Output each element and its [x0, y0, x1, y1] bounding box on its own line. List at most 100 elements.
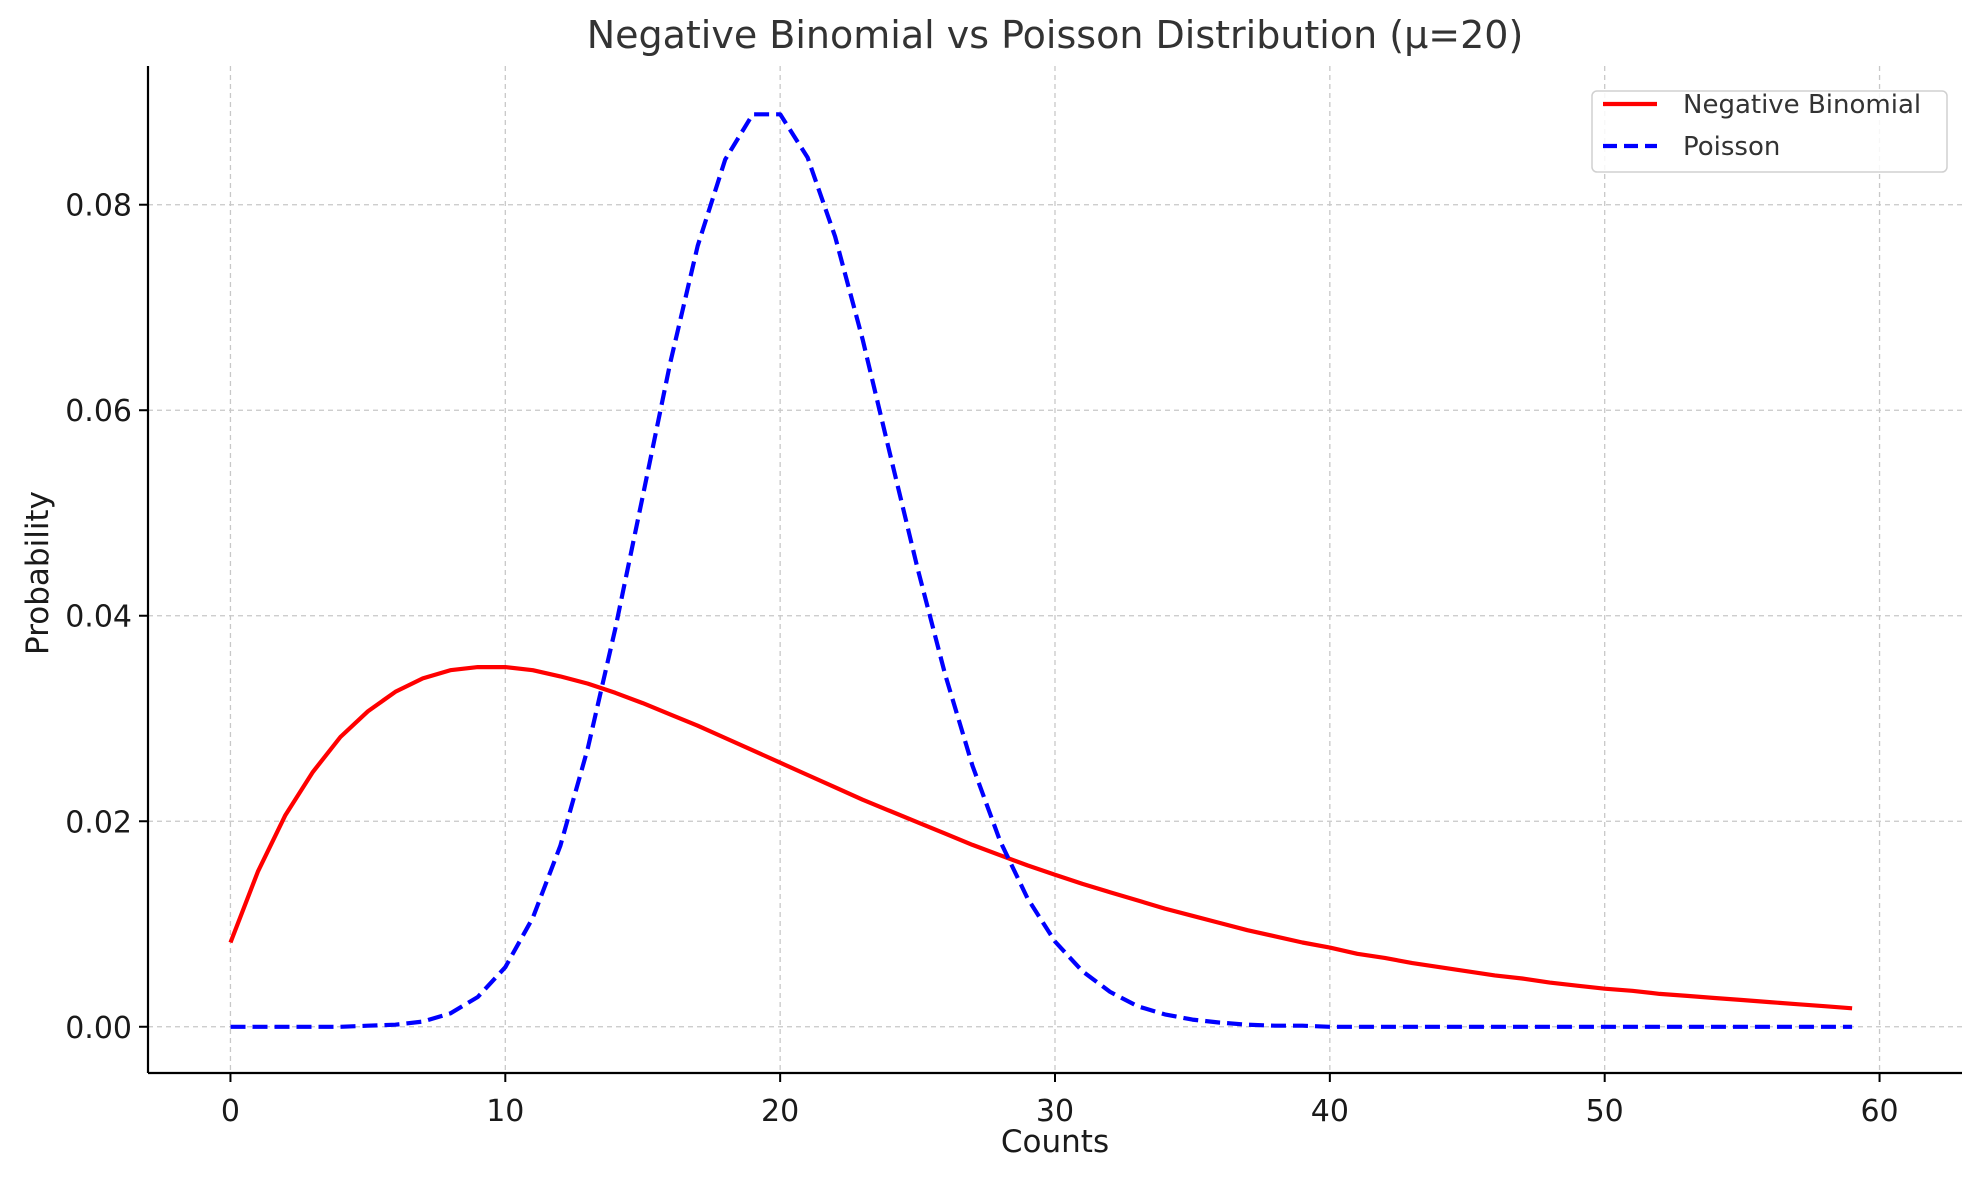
data-point	[1110, 991, 1111, 992]
data-point	[532, 670, 533, 671]
data-point	[477, 667, 478, 668]
data-point	[230, 1026, 231, 1027]
data-point	[752, 114, 753, 115]
data-point	[1824, 1026, 1825, 1027]
data-point	[1714, 1026, 1715, 1027]
data-point	[312, 771, 313, 772]
data-point	[945, 833, 946, 834]
legend-label-poisson: Poisson	[1683, 132, 1780, 162]
data-point	[1412, 1026, 1413, 1027]
data-point	[1769, 1002, 1770, 1003]
data-point	[1384, 957, 1385, 958]
data-point	[862, 799, 863, 800]
data-point	[1577, 1026, 1578, 1027]
plot-area	[228, 112, 1853, 1029]
data-point	[367, 711, 368, 712]
data-point	[587, 748, 588, 749]
data-point	[1219, 923, 1220, 924]
data-point	[450, 670, 451, 671]
data-point	[1329, 947, 1330, 948]
data-point	[1687, 1026, 1688, 1027]
y-tick-label: 0.00	[65, 1011, 132, 1046]
x-tick-label: 30	[1036, 1094, 1074, 1129]
data-point	[835, 787, 836, 788]
data-point	[1000, 855, 1001, 856]
legend-label-negative-binomial: Negative Binomial	[1683, 90, 1921, 120]
data-point	[1714, 998, 1715, 999]
data-point	[1439, 1026, 1440, 1027]
data-point	[285, 1026, 286, 1027]
data-point	[1274, 1025, 1275, 1026]
data-point	[807, 157, 808, 158]
data-point	[560, 845, 561, 846]
data-point	[257, 871, 258, 872]
data-point	[615, 692, 616, 693]
x-tick-label: 40	[1311, 1094, 1349, 1129]
data-point	[1164, 1014, 1165, 1015]
data-point	[1082, 883, 1083, 884]
data-point	[1137, 1006, 1138, 1007]
y-tick-label: 0.02	[65, 805, 132, 840]
chart-title: Negative Binomial vs Poisson Distributio…	[587, 13, 1524, 57]
data-point	[670, 714, 671, 715]
data-point	[230, 942, 231, 943]
legend: Negative Binomial Poisson	[1591, 90, 1948, 173]
data-point	[972, 765, 973, 766]
data-point	[1055, 941, 1056, 942]
data-point	[1192, 915, 1193, 916]
data-point	[340, 737, 341, 738]
x-axis-label: Counts	[1001, 1124, 1109, 1160]
data-point	[395, 691, 396, 692]
x-tick-label: 10	[486, 1094, 524, 1129]
data-point	[725, 738, 726, 739]
data-point	[1357, 953, 1358, 954]
data-point	[1852, 1026, 1853, 1027]
data-point	[1659, 993, 1660, 994]
data-point	[917, 822, 918, 823]
data-point	[1000, 840, 1001, 841]
data-point	[422, 678, 423, 679]
data-point	[1824, 1006, 1825, 1007]
data-point	[945, 674, 946, 675]
data-point	[1027, 898, 1028, 899]
data-point	[835, 236, 836, 237]
data-point	[890, 454, 891, 455]
data-point	[1632, 990, 1633, 991]
data-point	[257, 1026, 258, 1027]
data-point	[697, 725, 698, 726]
data-point	[1439, 967, 1440, 968]
axes: 0 10 20 30 40 50 60 0.00 0.02 0.04 0.06 0.08	[65, 66, 1962, 1129]
data-point	[1302, 1025, 1303, 1026]
data-point	[1742, 1000, 1743, 1001]
data-point	[1522, 978, 1523, 979]
data-point	[560, 676, 561, 677]
data-point	[1247, 1024, 1248, 1025]
data-point	[1659, 1026, 1660, 1027]
series-line-poisson	[230, 112, 1853, 1029]
data-point	[972, 844, 973, 845]
data-point	[1247, 930, 1248, 931]
data-point	[780, 762, 781, 763]
y-tick-label: 0.04	[65, 600, 132, 635]
data-point	[285, 815, 286, 816]
data-point	[1742, 1026, 1743, 1027]
data-point	[1632, 1026, 1633, 1027]
data-point	[1549, 1026, 1550, 1027]
data-point	[697, 245, 698, 246]
data-point	[395, 1024, 396, 1025]
data-point	[1384, 1026, 1385, 1027]
y-tick-label: 0.06	[65, 394, 132, 429]
data-point	[1494, 1026, 1495, 1027]
data-point	[752, 750, 753, 751]
data-point	[642, 496, 643, 497]
data-point	[615, 629, 616, 630]
data-point	[312, 1026, 313, 1027]
x-tick-label: 60	[1860, 1094, 1898, 1129]
data-point	[505, 667, 506, 668]
data-point	[1852, 1008, 1853, 1009]
data-point	[780, 114, 781, 115]
data-point	[1797, 1004, 1798, 1005]
data-point	[1769, 1026, 1770, 1027]
data-point	[1110, 892, 1111, 893]
x-tick-label: 20	[761, 1094, 799, 1129]
